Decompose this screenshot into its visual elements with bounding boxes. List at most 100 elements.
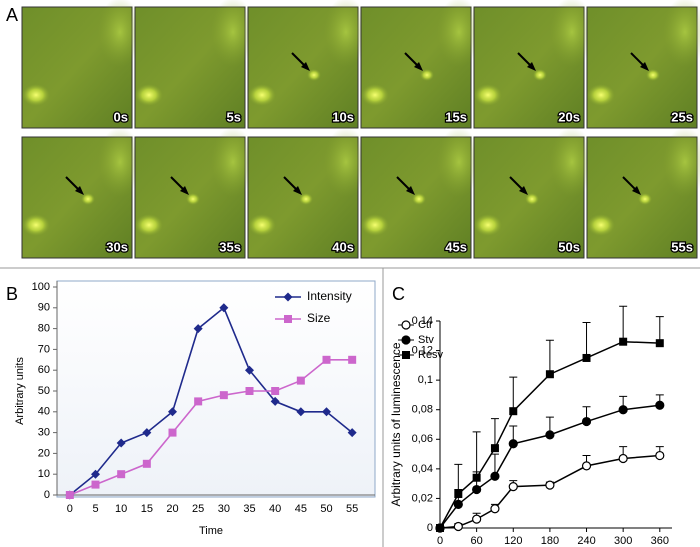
y-tick-label: 0,1 [418, 374, 433, 386]
legend-label: Intensity [307, 289, 352, 303]
vesicle [638, 193, 652, 205]
marker [509, 407, 518, 416]
frame-label: 55s [671, 239, 693, 254]
marker [490, 504, 500, 514]
x-tick-label: 60 [471, 535, 483, 547]
y-tick-label: 90 [38, 302, 50, 314]
x-tick-label: 30 [218, 503, 230, 515]
frame-label: 0s [114, 109, 128, 124]
cell-glow [211, 127, 255, 197]
marker [472, 473, 481, 482]
cell-glow [437, 0, 481, 67]
arrow-head [406, 186, 415, 195]
cell-glow [98, 0, 142, 67]
y-tick-label: 100 [32, 281, 50, 293]
marker [655, 339, 664, 348]
arrow-head [519, 186, 528, 195]
y-tick-label: 0,08 [412, 404, 433, 416]
y-axis-title: Arbitrary units [14, 357, 26, 425]
x-tick-label: 360 [651, 535, 669, 547]
arrow-head [414, 62, 423, 71]
frame-label: 25s [671, 109, 693, 124]
marker [618, 453, 628, 464]
x-tick-label: 40 [269, 503, 281, 515]
vesicle [299, 193, 313, 205]
cell-glow [98, 127, 142, 197]
cell-spot [361, 214, 389, 236]
cell-spot [474, 214, 502, 236]
marker [472, 484, 482, 495]
y-tick-label: 20 [38, 447, 50, 459]
x-tick-label: 20 [166, 503, 178, 515]
panel-label: A [6, 5, 18, 25]
marker [194, 397, 203, 406]
frame-label: 35s [219, 239, 241, 254]
arrow-head [180, 186, 189, 195]
cell-spot [587, 84, 615, 106]
frame-label: 50s [558, 239, 580, 254]
x-axis-title: Time [199, 525, 223, 537]
x-tick-label: 180 [541, 535, 559, 547]
y-tick-label: 60 [38, 364, 50, 376]
error-bar [490, 418, 499, 449]
x-tick-label: 45 [295, 503, 307, 515]
marker [193, 324, 203, 334]
panel-label: B [6, 284, 18, 304]
marker [655, 450, 665, 461]
error-bar [509, 376, 518, 412]
y-tick-label: 0,04 [412, 463, 433, 475]
cell-spot [361, 84, 389, 106]
x-tick-label: 0 [437, 535, 443, 547]
y-tick-label: 0,06 [412, 433, 433, 445]
frame-label: 20s [558, 109, 580, 124]
cell-spot [22, 84, 50, 106]
cell-glow [550, 127, 594, 197]
marker [545, 430, 555, 440]
x-tick-label: 5 [92, 503, 98, 515]
marker [117, 470, 126, 479]
error-bar [655, 316, 664, 344]
series-line [69, 359, 353, 496]
vesicle [646, 69, 660, 81]
marker [142, 459, 151, 468]
marker [508, 482, 518, 492]
marker [284, 315, 292, 323]
marker [245, 387, 254, 395]
error-bar [454, 463, 463, 494]
vesicle [525, 193, 539, 205]
marker [245, 365, 254, 375]
marker [401, 320, 411, 330]
frame-label: 15s [445, 109, 467, 124]
marker [508, 439, 518, 449]
marker [65, 491, 74, 499]
y-tick-label: 0 [44, 489, 50, 501]
marker [271, 387, 280, 395]
y-tick-label: 0 [427, 522, 433, 534]
frame-label: 30s [106, 239, 128, 254]
legend-label: Size [307, 311, 331, 325]
x-tick-label: 120 [504, 535, 522, 547]
marker [453, 499, 463, 509]
marker [116, 438, 126, 448]
y-tick-label: 0,02 [412, 492, 433, 504]
marker [655, 400, 665, 410]
y-tick-label: 0,12 [412, 344, 433, 356]
x-tick-label: 300 [614, 535, 632, 547]
cell-glow [211, 0, 255, 67]
marker [142, 428, 152, 438]
legend-label: Ctr [418, 319, 433, 331]
marker [283, 292, 293, 302]
marker [347, 428, 357, 438]
cell-spot [248, 84, 276, 106]
cell-glow [437, 127, 481, 197]
x-tick-label: 35 [243, 503, 255, 515]
y-tick-label: 50 [38, 385, 50, 397]
error-bar [619, 305, 628, 342]
marker [581, 461, 592, 471]
arrow-head [75, 186, 84, 195]
marker [472, 514, 482, 524]
marker [402, 351, 410, 359]
marker [401, 335, 411, 345]
frame-label: 45s [445, 239, 467, 254]
